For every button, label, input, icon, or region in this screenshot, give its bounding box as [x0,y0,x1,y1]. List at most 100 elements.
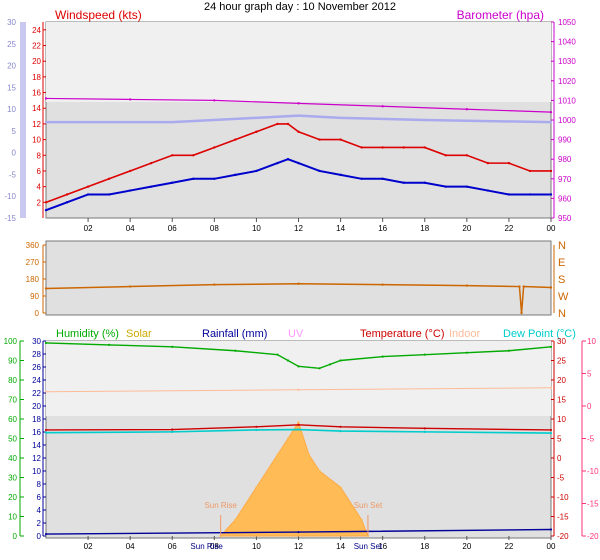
legend-item: Rainfall (mm) [202,328,267,340]
rainfall-tick-label: 18 [32,415,41,424]
humidity-line-point [171,345,174,348]
rainfall-tick-label: 16 [32,428,41,437]
legend-item: Temperature (°C) [360,328,444,340]
wind-x-tick-label: 00 [547,224,556,233]
temperature-tick-label: 25 [557,357,566,366]
humidity-tick-label: 60 [8,415,17,424]
humidity-line-point [328,363,332,366]
humidity-tick-label: 90 [8,357,17,366]
windspeed-line-point [171,154,174,157]
temperature-tick-label: 15 [557,396,566,405]
humidity-tick-label: 50 [8,435,17,444]
wind-average-line-point [65,201,69,204]
rainfall-line-point [297,531,300,534]
direction-tick-label: 360 [26,241,40,250]
barometer-tick-label: 990 [558,136,572,145]
humidity-line-point [423,353,426,356]
barometer-ticks: 950 960 970 980 990 1000 1010 1020 1030 1040 1050 [551,18,576,223]
wind-average-line-point [507,193,511,196]
wind-direction-point [518,285,521,288]
wind-average-line-point [360,177,363,180]
solar-area-point [297,421,300,424]
rainfall-tick-label: 2 [37,519,42,528]
wind-average-line-point [528,193,532,196]
windspeed-line-point [234,138,237,141]
windspeed-line-point [318,138,321,141]
wind-average-line-point [444,185,447,188]
windspeed-tick-label: 22 [32,42,41,51]
wind-average-line-point [549,193,553,196]
windspeed-tick-label: 24 [32,26,41,35]
windspeed-line-point [360,146,363,149]
compass-tick-label: S [558,274,565,286]
wind-panel: Windspeed (kts) Barometer (hpa) 24681012… [4,8,576,233]
rainfall-tick-label: 28 [32,350,41,359]
temperature-tick-label: 30 [7,18,16,27]
windspeed-line-point [549,169,553,173]
climate-panel: Humidity (%) Solar Rainfall (mm) UV Temperat… [4,328,599,551]
legend-item: UV [288,328,304,340]
temperature-line-point [339,425,342,428]
indoor-line-point [44,390,48,393]
humidity-line-point [108,343,111,346]
temperature-line-point [44,428,48,432]
barometer-line-point [297,102,300,105]
temperature-line-point [297,114,300,117]
humidity-line-point [549,345,553,348]
temperature-line-point [255,116,258,120]
dewpoint-tick-label: 10 [587,337,596,346]
legend-item: Solar [126,328,152,340]
barometer-tick-label: 1010 [558,96,576,105]
windspeed-line-point [381,146,384,149]
wind-average-line [45,158,551,212]
humidity-line-point [234,349,237,352]
climate-x-tick-label: 00 [547,542,556,551]
wind-x-tick-label: 12 [294,224,303,233]
humidity-line-point [318,367,321,370]
dewpoint-ticks: -20 -15 -10 -5 0 5 10 [581,337,599,541]
wind-average-line-point [213,177,216,180]
wind-direction-point [44,287,48,290]
sun-rise-tick-label: Sun Rise [190,542,223,551]
temperature-tick-label: 10 [7,105,16,114]
barometer-tick-label: 1050 [558,18,576,27]
windspeed-line-point [213,146,216,149]
barometer-tick-label: 970 [558,175,572,184]
windspeed-tick-label: 8 [37,151,42,160]
direction-tick-label: 270 [26,258,40,267]
windspeed-tick-label: 10 [32,136,41,145]
barometer-line-point [44,97,48,100]
temperature-tick-label: 15 [7,83,16,92]
wind-direction-line [45,282,552,314]
windspeed-tick-label: 20 [32,57,41,66]
direction-tick-label: 180 [26,275,40,284]
temperature-tick-label: 0 [557,454,562,463]
temperature-line-point [171,428,174,431]
wind-average-line-point [255,169,258,173]
wind-average-line-point [423,181,426,184]
wind-average-line-point [402,181,405,184]
temperature-tick-label: 5 [557,435,562,444]
wind-direction-point [520,311,523,315]
dewpoint-line-point [44,431,48,434]
wind-average-line-point [486,189,490,192]
humidity-tick-label: 80 [8,376,17,385]
solar-area-point [255,486,258,489]
rainfall-tick-label: 12 [32,454,41,463]
dewpoint-line-point [297,428,300,431]
humidity-line-point [465,351,468,354]
windspeed-tick-label: 4 [37,183,42,192]
indoor-line-point [549,386,553,389]
barometer-tick-label: 1000 [558,116,576,125]
compass-tick-label: N [558,240,566,252]
temperature-line-point [255,425,258,428]
direction-tick-label: 90 [30,292,39,301]
wind-x-tick-label: 08 [210,224,219,233]
barometer-tick-label: 1020 [558,77,576,86]
solar-area-point [360,518,363,521]
climate-x-tick-label: 06 [168,542,177,551]
wind-direction-point [522,285,525,288]
direction-degree-ticks: 0 90 180 270 360 [26,241,46,318]
